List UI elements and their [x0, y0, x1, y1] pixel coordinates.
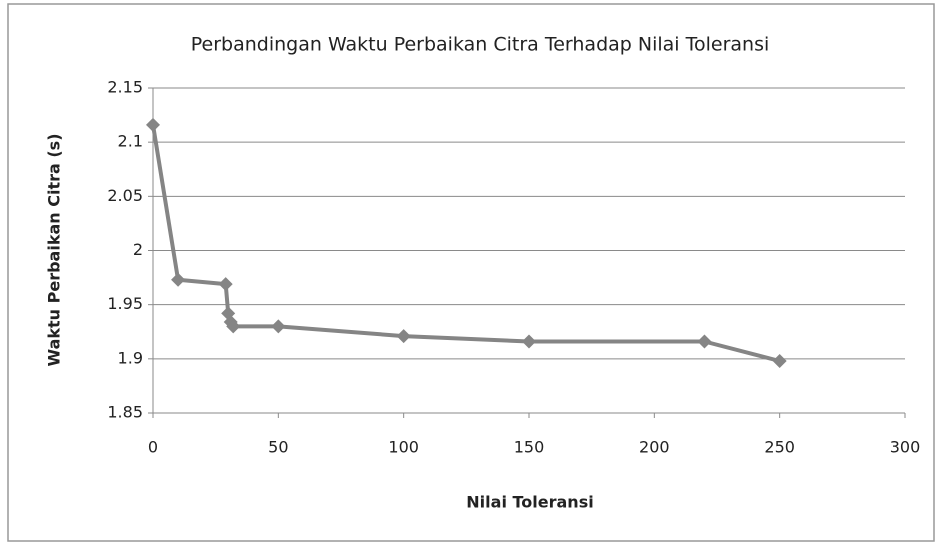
- data-point: [146, 117, 160, 132]
- x-tick-label: 100: [388, 438, 419, 457]
- y-tick-label: 2.15: [107, 78, 143, 97]
- data-point: [271, 319, 286, 334]
- y-tick-label: 1.95: [107, 294, 143, 313]
- y-axis-label: Waktu Perbaikan Citra (s): [45, 133, 64, 366]
- chart-border: [7, 3, 935, 542]
- data-point: [772, 354, 787, 368]
- data-point: [522, 334, 536, 349]
- x-tick-label: 300: [890, 438, 921, 457]
- y-tick-label: 1.85: [107, 403, 143, 422]
- x-tick-label: 150: [514, 438, 545, 457]
- data-point: [218, 277, 233, 292]
- y-tick-label: 2: [133, 240, 143, 259]
- x-tick-label: 200: [639, 438, 670, 457]
- y-tick-label: 2.1: [118, 132, 143, 151]
- data-point: [396, 329, 411, 344]
- data-point: [171, 272, 186, 287]
- x-tick-label: 0: [148, 438, 158, 457]
- data-point: [697, 334, 712, 349]
- data-point: [226, 319, 241, 334]
- y-tick-label: 1.9: [118, 348, 143, 367]
- chart-title: Perbandingan Waktu Perbaikan Citra Terha…: [191, 34, 770, 56]
- y-tick-label: 2.05: [107, 186, 143, 205]
- x-axis-label: Nilai Toleransi: [466, 493, 593, 512]
- x-tick-label: 50: [268, 438, 288, 457]
- x-tick-label: 250: [764, 438, 795, 457]
